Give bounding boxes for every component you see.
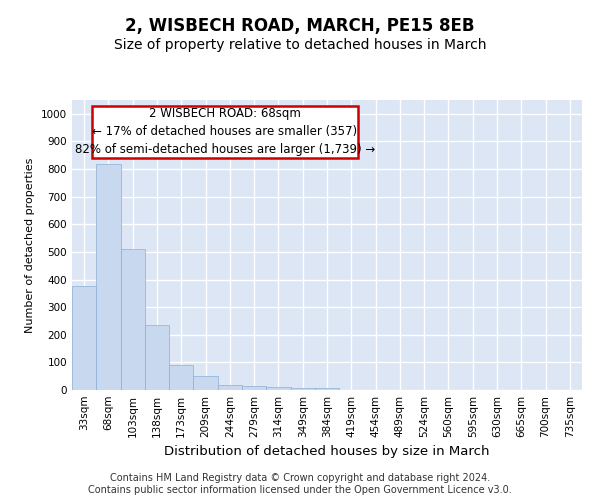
Text: 2, WISBECH ROAD, MARCH, PE15 8EB: 2, WISBECH ROAD, MARCH, PE15 8EB <box>125 18 475 36</box>
Bar <box>193 376 218 390</box>
Bar <box>218 385 242 390</box>
Text: Size of property relative to detached houses in March: Size of property relative to detached ho… <box>114 38 486 52</box>
Bar <box>169 365 193 390</box>
X-axis label: Distribution of detached houses by size in March: Distribution of detached houses by size … <box>164 446 490 458</box>
Bar <box>121 249 145 390</box>
Text: Contains HM Land Registry data © Crown copyright and database right 2024.
Contai: Contains HM Land Registry data © Crown c… <box>88 474 512 495</box>
Bar <box>145 325 169 390</box>
Bar <box>266 387 290 390</box>
Bar <box>96 164 121 390</box>
Bar <box>72 286 96 390</box>
Text: 2 WISBECH ROAD: 68sqm
← 17% of detached houses are smaller (357)
82% of semi-det: 2 WISBECH ROAD: 68sqm ← 17% of detached … <box>75 108 375 156</box>
Bar <box>290 388 315 390</box>
Bar <box>315 388 339 390</box>
Bar <box>242 386 266 390</box>
Y-axis label: Number of detached properties: Number of detached properties <box>25 158 35 332</box>
FancyBboxPatch shape <box>92 106 358 158</box>
